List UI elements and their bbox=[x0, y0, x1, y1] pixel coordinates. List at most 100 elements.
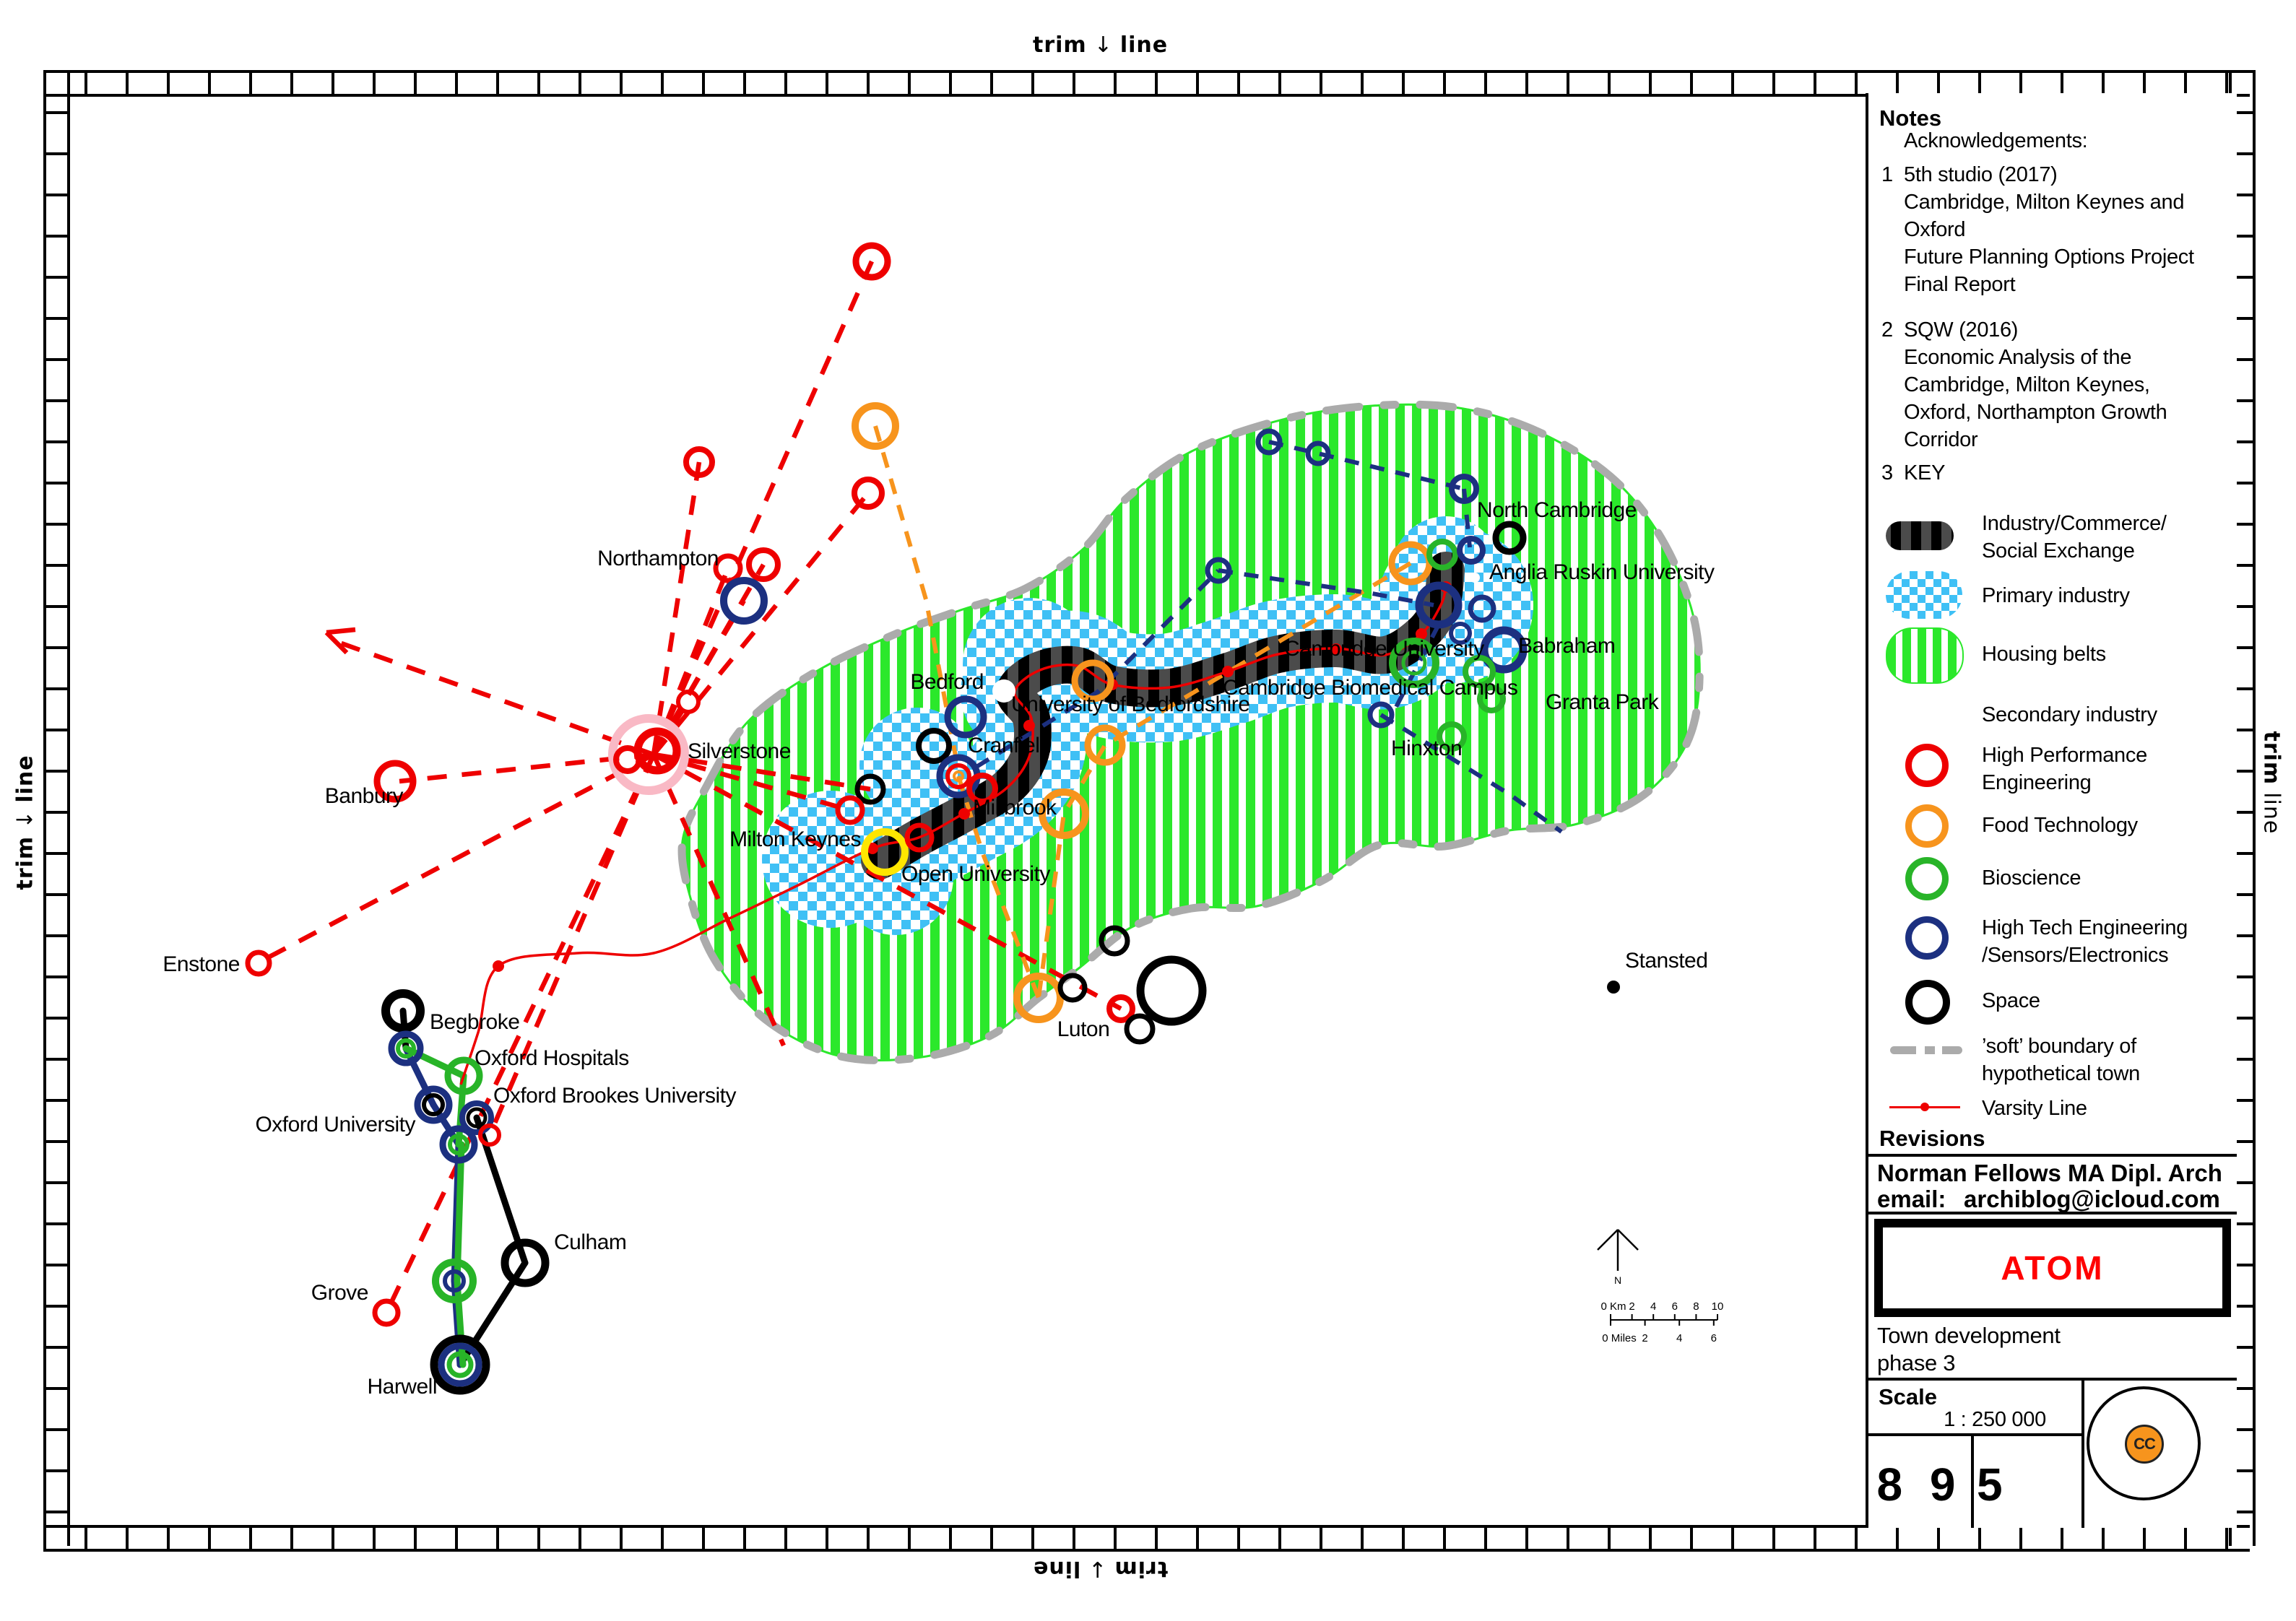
map-label: Begbroke bbox=[430, 1010, 519, 1034]
sheet-number-left: 8 9 bbox=[1876, 1459, 1963, 1511]
svg-text:6: 6 bbox=[1711, 1332, 1717, 1344]
soft-boundary-dashes bbox=[677, 400, 1704, 1065]
trim-label-top: trim ↓ line bbox=[1033, 32, 1169, 58]
map-marker-red bbox=[1106, 994, 1135, 1023]
svg-text:6: 6 bbox=[1672, 1300, 1678, 1313]
hpe-label: High Performance Engineering bbox=[1982, 744, 2147, 794]
map-marker-navy bbox=[438, 1342, 482, 1387]
note-1-lines: 5th studio (2017) Cambridge, Milton Keyne… bbox=[1904, 163, 2194, 296]
map-label: Babraham bbox=[1518, 634, 1615, 658]
map-label: Northampton bbox=[597, 547, 719, 570]
map-label: Cambridge Biomedical Campus bbox=[1223, 676, 1517, 700]
svg-text:0 Miles: 0 Miles bbox=[1602, 1332, 1637, 1344]
industry-swatch bbox=[1886, 521, 1954, 550]
svg-text:0 Km: 0 Km bbox=[1600, 1300, 1626, 1313]
map-marker-black bbox=[1124, 1013, 1156, 1045]
cc-stamp: CC bbox=[2125, 1425, 2164, 1464]
map-marker-orange bbox=[1013, 973, 1064, 1023]
svg-text:10: 10 bbox=[1712, 1300, 1724, 1313]
map-label: Luton bbox=[1057, 1017, 1110, 1041]
map-marker-red bbox=[966, 773, 998, 804]
map-marker-black bbox=[1492, 521, 1527, 555]
space-label: Space bbox=[1982, 989, 2040, 1012]
map-marker-navy bbox=[1457, 536, 1486, 565]
map-marker-navy bbox=[1468, 594, 1496, 623]
map-marker-green bbox=[1426, 539, 1458, 570]
varsity-line bbox=[459, 586, 1447, 1085]
map-label: Oxford Hospitals bbox=[475, 1046, 629, 1070]
housing-belts-swatch bbox=[1886, 627, 1964, 684]
map-marker-black bbox=[854, 773, 886, 805]
space-ring-icon bbox=[1905, 980, 1950, 1025]
divider bbox=[1868, 1212, 2237, 1214]
map-marker-red bbox=[835, 795, 865, 825]
map-marker-black bbox=[1136, 955, 1207, 1026]
map-label: Silverstone bbox=[688, 739, 791, 763]
map-marker-green bbox=[1477, 685, 1506, 713]
map-label: Cambridge University bbox=[1284, 637, 1484, 661]
map-marker-red bbox=[713, 553, 743, 583]
map-marker-navy bbox=[720, 577, 768, 625]
map-label: Harwell bbox=[367, 1375, 437, 1399]
map-labels: Northampton Silverstone Banbury Enstone Grov… bbox=[163, 498, 1715, 1399]
map-marker-navy bbox=[1205, 557, 1232, 584]
map-marker-green bbox=[446, 1351, 474, 1378]
note-key-header: KEY bbox=[1904, 461, 1946, 484]
primary-industry-swatch bbox=[1886, 571, 1962, 619]
map-marker-pink bbox=[608, 714, 689, 795]
sheet-number-right: 5 bbox=[1977, 1459, 2010, 1511]
map-marker-black bbox=[916, 728, 952, 764]
map-marker-green bbox=[1401, 650, 1427, 676]
map-marker-orange bbox=[1071, 659, 1114, 703]
scale-label: Scale bbox=[1879, 1384, 1938, 1409]
stamp-circle: CC bbox=[2087, 1386, 2201, 1500]
trim-ruler-left bbox=[43, 70, 70, 1546]
map-label: Oxford Brookes University bbox=[493, 1084, 736, 1108]
map-marker-navy bbox=[944, 695, 987, 739]
map-marker-black bbox=[1057, 973, 1088, 1003]
map-marker-black bbox=[1607, 981, 1620, 994]
hte-ring-icon bbox=[1905, 916, 1949, 960]
map-marker-red bbox=[945, 763, 971, 789]
map-marker-red bbox=[676, 690, 701, 714]
varsity-line-label: Varsity Line bbox=[1982, 1097, 2087, 1120]
map-marker-red bbox=[852, 242, 891, 281]
map-marker-orange bbox=[1039, 788, 1089, 839]
svg-text:2: 2 bbox=[1642, 1332, 1647, 1344]
map-marker-green bbox=[432, 1259, 477, 1303]
map-marker-navy bbox=[443, 1269, 466, 1292]
notes-acknowledgements: Acknowledgements: bbox=[1904, 129, 2088, 152]
trim-ruler-top bbox=[43, 70, 2250, 97]
map-marker-red bbox=[478, 1124, 501, 1147]
map-marker-yellow bbox=[861, 828, 909, 876]
map-label: Millbrook bbox=[973, 796, 1057, 820]
map-label: Grove bbox=[311, 1281, 368, 1305]
svg-text:8: 8 bbox=[1693, 1300, 1699, 1313]
map-label: North Cambridge bbox=[1477, 498, 1637, 522]
email-value: archiblog@icloud.com bbox=[1964, 1186, 2220, 1212]
notes-panel: Notes Acknowledgements: 1 5th studio (20… bbox=[1866, 93, 2237, 1528]
map-label: Anglia Ruskin University bbox=[1489, 560, 1715, 584]
divider bbox=[2081, 1378, 2084, 1528]
hte-label: High Tech Engineering/Sensors/Electronic… bbox=[1982, 916, 2188, 967]
map-marker-black bbox=[466, 1107, 488, 1129]
svg-text:4: 4 bbox=[1650, 1300, 1656, 1313]
map-label: University of Bedfordshire bbox=[1011, 692, 1249, 716]
map-marker-black bbox=[422, 1093, 445, 1116]
map-label: Hinxton bbox=[1391, 736, 1462, 760]
map-marker-black bbox=[1099, 925, 1130, 957]
map-marker-orange bbox=[852, 402, 899, 450]
map-marker-black bbox=[501, 1238, 550, 1287]
map-label: Culham bbox=[554, 1230, 626, 1254]
divider bbox=[1971, 1433, 1974, 1528]
note-number: 3 bbox=[1881, 461, 1893, 484]
note-2-lines: SQW (2016) Economic Analysis of the Cambr… bbox=[1904, 318, 2167, 451]
project-title: Town development phase 3 bbox=[1877, 1323, 2061, 1376]
map-marker-navy bbox=[1449, 622, 1472, 645]
food-technology-links bbox=[873, 425, 1412, 999]
map-label: Banbury bbox=[325, 784, 404, 808]
map-marker-red bbox=[746, 547, 781, 582]
map-marker-green bbox=[396, 1038, 416, 1059]
map-label: Oxford University bbox=[255, 1113, 415, 1137]
